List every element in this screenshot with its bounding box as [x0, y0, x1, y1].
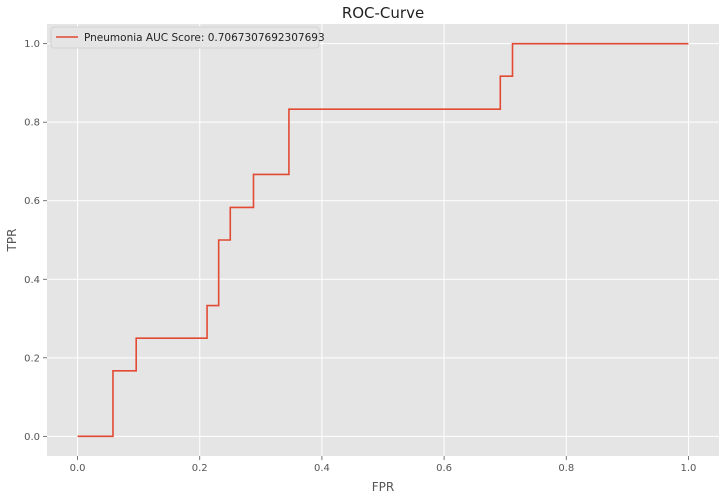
y-tick-label: 1.0 [24, 39, 40, 50]
x-tick-label: 0.8 [558, 463, 574, 474]
legend-label: Pneumonia AUC Score: 0.7067307692307693 [84, 32, 325, 44]
y-tick-label: 0.0 [24, 432, 40, 443]
y-tick-label: 0.8 [24, 118, 40, 129]
x-axis-label: FPR [372, 480, 394, 494]
x-tick-label: 1.0 [681, 463, 697, 474]
x-tick-label: 0.2 [192, 463, 208, 474]
chart-title: ROC-Curve [342, 4, 424, 22]
x-tick-label: 0.6 [436, 463, 452, 474]
y-tick-label: 0.4 [24, 275, 40, 286]
y-tick-label: 0.2 [24, 353, 40, 364]
legend-box [50, 26, 320, 49]
y-tick-label: 0.6 [24, 196, 40, 207]
plot-background [47, 24, 719, 456]
y-axis-label: TPR [5, 229, 19, 253]
tick-labels: 0.0 0.2 0.4 0.6 0.8 1.0 0.0 0.2 0.4 0.6 0.8 1.0 [24, 39, 696, 474]
x-tick-label: 0.0 [70, 463, 86, 474]
x-tick-label: 0.4 [314, 463, 330, 474]
roc-curve-line [77, 42, 689, 438]
legend: Pneumonia AUC Score: 0.7067307692307693 [50, 26, 325, 49]
